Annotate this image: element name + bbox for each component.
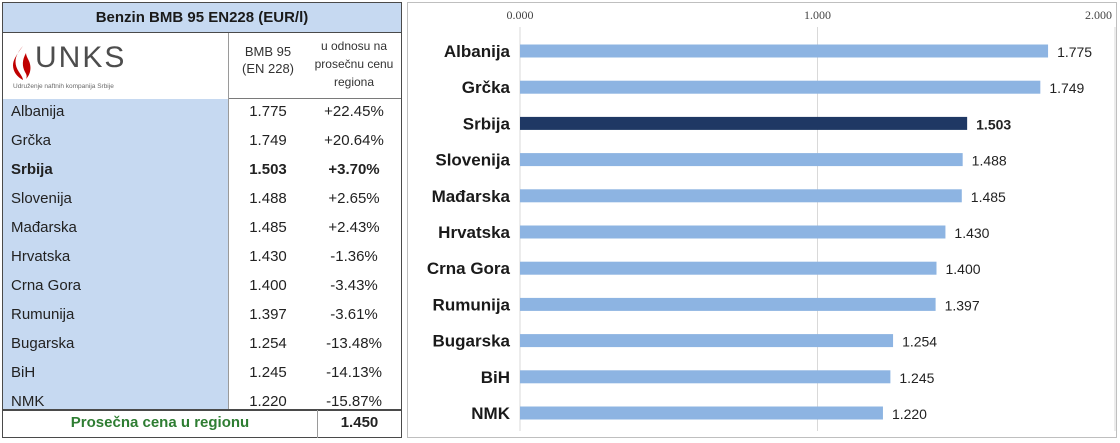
category-label: Albanija (444, 42, 511, 61)
header-divider (229, 98, 401, 99)
percent-cell: +20.64% (324, 132, 384, 149)
bar-chart: 0.000 1.000 2.000 Albanija 1.775 Grčka 1.749 Sr… (407, 2, 1117, 438)
footer-divider (3, 409, 401, 411)
category-label: Srbija (463, 114, 511, 133)
table-row: Mađarska 1.485 +2.43% (3, 215, 401, 244)
category-label: Crna Gora (427, 259, 511, 278)
price-cell: 1.503 (249, 161, 287, 178)
category-label: Mađarska (432, 187, 511, 206)
value-label: 1.397 (945, 297, 980, 313)
chart-canvas: 0.000 1.000 2.000 Albanija 1.775 Grčka 1.749 Sr… (427, 8, 1116, 431)
value-label: 1.775 (1057, 44, 1092, 60)
country-cell: Grčka (11, 132, 52, 149)
value-label: 1.430 (954, 225, 989, 241)
price-cell: 1.749 (249, 132, 287, 149)
column-header-percent: u odnosu na prosečnu cenu regiona (314, 39, 394, 89)
country-cell: Crna Gora (11, 277, 82, 294)
value-label: 1.485 (971, 189, 1006, 205)
country-cell: Srbija (11, 161, 53, 178)
percent-cell: +2.65% (328, 190, 380, 207)
table-row: Bugarska 1.254 -13.48% (3, 331, 401, 360)
bar (520, 261, 937, 275)
logo-tagline: Udruženje naftnih kompanija Srbije (13, 83, 114, 90)
price-cell: 1.254 (249, 335, 287, 352)
bar (520, 80, 1041, 94)
bar (520, 297, 936, 311)
price-cell: 1.485 (249, 219, 287, 236)
price-cell: 1.245 (249, 364, 287, 381)
percent-cell: -1.36% (330, 248, 378, 265)
x-tick-label: 0.000 (507, 8, 534, 22)
percent-cell: -13.48% (326, 335, 382, 352)
price-cell: 1.400 (249, 277, 287, 294)
category-label: Hrvatska (438, 223, 510, 242)
country-cell: Rumunija (11, 306, 75, 323)
table-row: Rumunija 1.397 -3.61% (3, 302, 401, 331)
value-label: 1.503 (976, 116, 1011, 132)
table-row: Grčka 1.749 +20.64% (3, 128, 401, 157)
table-row: Crna Gora 1.400 -3.43% (3, 273, 401, 302)
country-cell: Mađarska (11, 219, 77, 236)
x-tick-label: 2.000 (1085, 8, 1112, 22)
country-column-background (3, 99, 229, 409)
logo-wordmark: UNKS (35, 41, 127, 74)
bar (520, 153, 963, 167)
table-row: Albanija 1.775 +22.45% (3, 99, 401, 128)
value-label: 1.749 (1049, 80, 1084, 96)
bar (520, 225, 946, 239)
flame-logo-icon (12, 46, 31, 80)
category-label: Slovenija (435, 151, 510, 170)
value-label: 1.488 (972, 153, 1007, 169)
percent-cell: -15.87% (326, 393, 382, 410)
bar (520, 370, 891, 384)
category-label: Rumunija (433, 295, 511, 314)
table-row: Slovenija 1.488 +2.65% (3, 186, 401, 215)
percent-cell: +22.45% (324, 103, 384, 120)
country-cell: Slovenija (11, 190, 72, 207)
column-header-price: BMB 95 (EN 228) (241, 44, 295, 76)
price-cell: 1.775 (249, 103, 287, 120)
footer-column-divider (317, 410, 318, 438)
bar (520, 334, 894, 348)
country-cell: BiH (11, 364, 36, 381)
bar (520, 189, 962, 203)
bar (520, 406, 883, 420)
bar (520, 116, 968, 130)
country-cell: Bugarska (11, 335, 75, 352)
category-label: Bugarska (433, 332, 511, 351)
country-cell: Albanija (11, 103, 65, 120)
table-row: NMK 1.220 -15.87% (3, 389, 401, 418)
price-cell: 1.397 (249, 306, 287, 323)
country-cell: Hrvatska (11, 248, 71, 265)
bar (520, 44, 1049, 58)
table-row: Hrvatska 1.430 -1.36% (3, 244, 401, 273)
category-label: BiH (481, 368, 510, 387)
country-cell: NMK (11, 393, 45, 410)
price-cell: 1.430 (249, 248, 287, 265)
price-cell: 1.220 (249, 393, 287, 410)
price-table: Benzin BMB 95 EN228 (EUR/l) UNKS Udružen… (2, 2, 402, 438)
value-label: 1.254 (902, 334, 937, 350)
percent-cell: +2.43% (328, 219, 380, 236)
table-row: BiH 1.245 -14.13% (3, 360, 401, 389)
value-label: 1.400 (946, 261, 981, 277)
x-tick-label: 1.000 (804, 8, 831, 22)
percent-cell: +3.70% (328, 161, 380, 178)
category-label: Grčka (462, 78, 511, 97)
value-label: 1.245 (899, 370, 934, 386)
regional-average-value: 1.450 (340, 414, 379, 431)
percent-cell: -3.43% (330, 277, 378, 294)
category-label: NMK (471, 404, 510, 423)
price-cell: 1.488 (249, 190, 287, 207)
percent-cell: -3.61% (330, 306, 378, 323)
table-title: Benzin BMB 95 EN228 (EUR/l) (3, 3, 401, 33)
percent-cell: -14.13% (326, 364, 382, 381)
logo-cell: UNKS Udruženje naftnih kompanija Srbije (3, 33, 229, 99)
value-label: 1.220 (892, 406, 927, 422)
table-row: Srbija 1.503 +3.70% (3, 157, 401, 186)
regional-average-label: Prosečna cena u regionu (70, 414, 250, 431)
